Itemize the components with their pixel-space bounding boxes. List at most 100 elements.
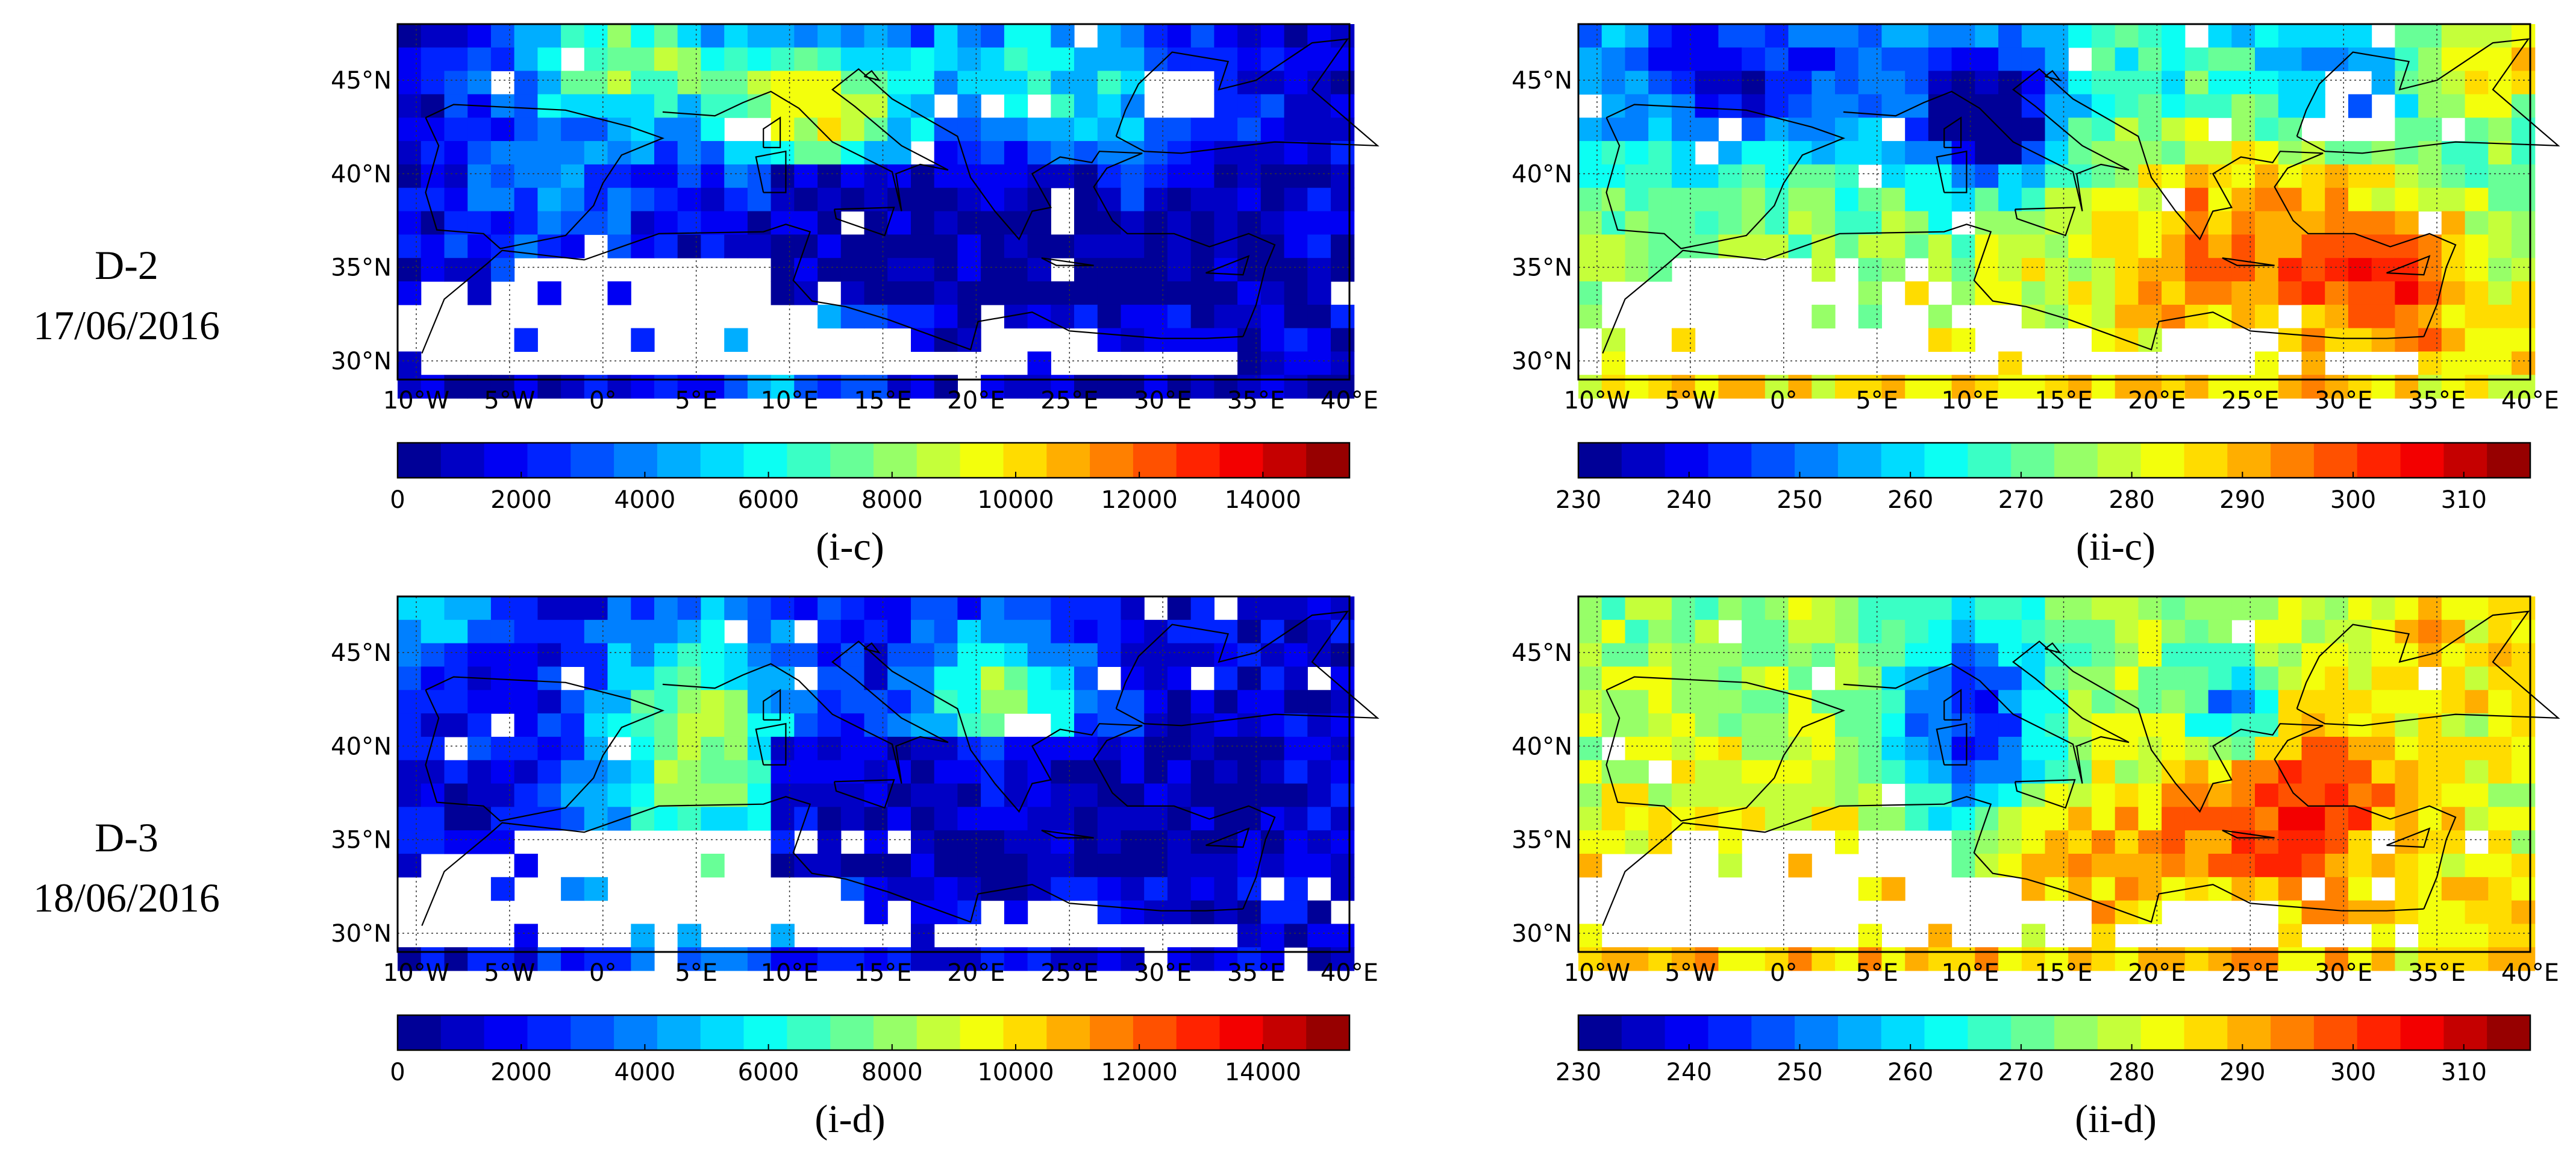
heatmap-cell xyxy=(981,281,1005,305)
heatmap-cell xyxy=(1190,375,1215,399)
heatmap-cell xyxy=(2278,830,2302,854)
heatmap-cell xyxy=(677,807,701,831)
heatmap-cell xyxy=(771,643,795,667)
heatmap-cell xyxy=(584,783,608,807)
heatmap-cell xyxy=(2045,643,2069,667)
heatmap-cell xyxy=(934,258,958,282)
heatmap-cell xyxy=(701,187,725,212)
heatmap-cell xyxy=(1881,666,1905,690)
colorbar-swatch xyxy=(571,443,614,478)
heatmap-cell xyxy=(1260,281,1285,305)
island-outline xyxy=(2386,827,2431,848)
heatmap-cell xyxy=(2115,760,2139,784)
heatmap-cell xyxy=(1190,117,1215,142)
coastline xyxy=(425,676,664,822)
heatmap-cell xyxy=(911,375,935,399)
colorbar-swatch xyxy=(787,1015,831,1050)
heatmap-cell xyxy=(701,211,725,235)
heatmap-cell xyxy=(1788,760,1812,784)
colorbar-swatch xyxy=(1003,1015,1048,1050)
colorbar-swatch xyxy=(1306,443,1350,478)
heatmap-cell xyxy=(1578,596,1602,621)
heatmap-cell xyxy=(2021,281,2046,305)
colorbar-swatch xyxy=(1219,443,1264,478)
heatmap-cell xyxy=(561,211,585,235)
heatmap-cell xyxy=(1284,141,1308,165)
heatmap-cell xyxy=(747,713,772,737)
heatmap-cell xyxy=(1905,117,1929,142)
heatmap-cell xyxy=(1998,94,2022,118)
heatmap-cell xyxy=(840,141,865,165)
heatmap-cell xyxy=(1027,234,1051,258)
heatmap-cell xyxy=(1835,70,1859,95)
heatmap-cell xyxy=(1671,141,1696,165)
heatmap-cell xyxy=(1097,947,1122,971)
heatmap-cell xyxy=(1625,47,1649,72)
heatmap-cell xyxy=(1097,141,1122,165)
heatmap-cell xyxy=(2255,807,2279,831)
heatmap-cell xyxy=(2512,117,2536,142)
heatmap-cell xyxy=(631,713,655,737)
heatmap-cell xyxy=(1718,830,1742,854)
heatmap-cell xyxy=(2021,783,2046,807)
coastline xyxy=(1843,68,2457,337)
heatmap-cell xyxy=(1858,713,1882,737)
heatmap-cell xyxy=(2325,854,2349,878)
heatmap-cell xyxy=(514,24,538,48)
heatmap-cell xyxy=(2184,258,2209,282)
heatmap-cell xyxy=(2278,375,2302,399)
heatmap-cell xyxy=(794,164,818,189)
heatmap-cell xyxy=(1975,666,1999,690)
heatmap-cell xyxy=(2231,70,2256,95)
heatmap-cell xyxy=(818,666,842,690)
heatmap-cell xyxy=(537,94,561,118)
coastline xyxy=(2296,38,2560,154)
heatmap-cell xyxy=(514,187,538,212)
heatmap-cell xyxy=(654,117,678,142)
map-i-c: 45°N40°N35°N30°N10°W 5°W 0° 5°E 10°E 15°E 20°E… xyxy=(331,23,1380,415)
heatmap-cell xyxy=(2045,234,2069,258)
heatmap-cell xyxy=(701,70,725,95)
heatmap-cell xyxy=(1788,619,1812,644)
heatmap-cell xyxy=(2488,854,2512,878)
heatmap-cell xyxy=(2138,328,2162,352)
colorbar-swatch xyxy=(874,443,918,478)
heatmap-cell xyxy=(2278,713,2302,737)
colorbar-frame xyxy=(396,1014,1351,1051)
heatmap-cell xyxy=(1578,924,1602,948)
heatmap-cell xyxy=(1578,854,1602,878)
heatmap-cell xyxy=(1695,760,1719,784)
heatmap-cell xyxy=(2465,854,2489,878)
heatmap-cell xyxy=(1601,713,1625,737)
heatmap-cell xyxy=(1144,164,1168,189)
heatmap-cell xyxy=(2115,877,2139,901)
heatmap-cell xyxy=(818,234,842,258)
heatmap-cell xyxy=(1237,304,1261,329)
heatmap-cell xyxy=(1601,117,1625,142)
heatmap-cell xyxy=(2278,854,2302,878)
colorbar-frame xyxy=(1577,442,2531,479)
heatmap-cell xyxy=(1998,807,2022,831)
heatmap-cell xyxy=(864,94,888,118)
heatmap-cell xyxy=(2441,877,2466,901)
heatmap-cell xyxy=(654,24,678,48)
colorbar-swatch xyxy=(1924,1015,1969,1050)
heatmap-cell xyxy=(1074,760,1098,784)
colorbar-tick-label: 270 xyxy=(1998,1059,2044,1086)
lon-tick-label: 5°E xyxy=(675,959,717,987)
heatmap-cell xyxy=(1601,187,1625,212)
heatmap-cell xyxy=(1718,375,1742,399)
heatmap-cell xyxy=(1928,643,1952,667)
heatmap-cell xyxy=(1881,211,1905,235)
heatmap-cell xyxy=(2184,619,2209,644)
heatmap-cell xyxy=(2115,304,2139,329)
heatmap-cell xyxy=(818,24,842,48)
heatmap-cell xyxy=(1671,619,1696,644)
island-outline xyxy=(1205,255,1250,276)
heatmap-cell xyxy=(934,783,958,807)
island-outline xyxy=(2044,70,2062,82)
heatmap-cell xyxy=(2371,304,2395,329)
heatmap-cell xyxy=(1928,760,1952,784)
heatmap-cell xyxy=(1051,690,1075,714)
heatmap-cell xyxy=(981,258,1005,282)
